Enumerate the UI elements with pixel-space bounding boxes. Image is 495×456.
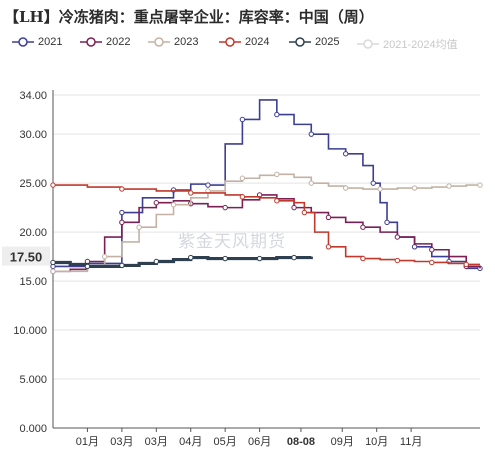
data-point-2021 [411,244,418,250]
data-point-2025 [119,262,125,269]
legend-swatch [289,37,311,47]
x-tick-label: 05月 [214,436,237,448]
series-line-2022 [53,194,481,273]
data-point-2024 [301,209,308,216]
legend: 2021 2022 2023 2024 2025 2021-2024均值 [0,36,495,54]
data-point-2023 [170,201,177,208]
y-tick-label: 34.00 [19,90,47,102]
data-point-2021 [274,111,280,118]
legend-label: 2024 [245,36,270,48]
data-point-2024 [239,194,246,200]
watermark: 紫金天风期货 [178,232,286,252]
legend-label: 2021 [38,36,63,48]
legend-item-2021[interactable]: 2021 [12,36,62,48]
data-point-2024 [325,244,332,250]
data-point-2025 [222,255,228,262]
legend-item-2023[interactable]: 2023 [148,36,198,48]
y-marker-box [2,246,50,266]
x-tick-label: 11月 [400,436,422,448]
data-point-2022 [429,247,435,253]
data-point-2023 [343,185,349,191]
data-point-2023 [377,186,383,192]
legend-item-2025[interactable]: 2025 [289,36,339,48]
x-tick-label: 01月 [76,436,99,448]
data-point-2023 [477,182,483,188]
data-point-2024 [50,182,56,188]
data-point-2025 [291,254,297,261]
x-marker-label: 08-08 [287,436,315,448]
tick-labels: 0.000 5.000 10.000 15.00 20.00 25.00 30.00 34.0… [2,90,422,448]
chart-title: 【LH】冷冻猪肉：重点屠宰企业：库容率：中国（周） [4,8,374,26]
data-point-2022 [222,204,228,211]
y-tick-label: 20.00 [19,227,47,239]
legend-swatch [148,37,170,47]
data-point-2023 [50,268,56,274]
legend-label: 2021-2024均值 [383,39,458,51]
y-tick-label: 25.00 [19,178,47,190]
data-point-2022 [291,204,297,211]
data-point-2024 [394,257,401,264]
series-lines [50,99,483,274]
data-point-2023 [136,224,142,230]
data-point-2023 [446,183,452,189]
x-tick-label: 04月 [179,436,202,448]
data-point-2025 [188,254,194,261]
data-point-2021 [239,116,246,123]
x-tick-label: 09月 [331,436,354,448]
axes [52,90,480,432]
data-point-2022 [360,224,366,230]
data-point-2022 [153,200,160,206]
data-point-2023 [308,180,314,186]
x-tick-label: 03月 [145,436,168,448]
data-point-2024 [188,190,194,196]
data-point-2023 [239,175,246,181]
data-point-2025 [153,258,160,265]
data-point-2021 [343,151,349,157]
y-tick-label: 10.000 [13,325,47,337]
series-line-2024 [53,184,480,266]
legend-item-2021-2024均值[interactable]: 2021-2024均值 [357,36,458,52]
x-tick-label: 06月 [248,436,271,448]
y-tick-label: 0.000 [19,423,47,435]
data-point-2023 [411,185,418,191]
legend-label: 2025 [315,36,340,48]
x-tick-label: 03月 [110,436,133,448]
data-point-2024 [274,198,280,204]
data-point-2025 [50,259,56,266]
data-point-2024 [119,186,125,192]
y-tick-label: 5.000 [19,374,47,386]
data-point-2021 [308,131,314,137]
x-tick-label: 10月 [365,436,388,448]
legend-label: 2022 [106,36,131,48]
data-point-2021 [384,219,390,226]
data-point-2024 [463,261,469,268]
data-point-2022 [119,219,125,226]
data-point-2024 [360,255,366,262]
legend-swatch [357,39,379,49]
legend-item-2022[interactable]: 2022 [80,36,130,48]
data-point-2023 [274,171,280,178]
y-tick-label: 15.00 [19,276,47,288]
data-point-2025 [256,255,263,262]
legend-swatch [219,37,241,47]
legend-swatch [80,37,102,47]
series-line-2023 [53,173,480,273]
legend-label: 2023 [174,36,199,48]
y-tick-label: 30.00 [19,129,47,141]
data-point-2022 [394,234,401,240]
y-marker-label: 17.50 [10,250,43,265]
data-point-2021 [370,180,376,186]
legend-swatch [12,37,34,47]
data-point-2022 [325,214,332,221]
data-point-2021 [205,182,211,188]
legend-item-2024[interactable]: 2024 [219,36,269,48]
data-point-2024 [429,259,435,266]
data-point-2023 [101,253,108,260]
series-line-2025 [53,255,313,268]
data-point-2021 [119,209,125,216]
data-point-2025 [84,263,91,270]
